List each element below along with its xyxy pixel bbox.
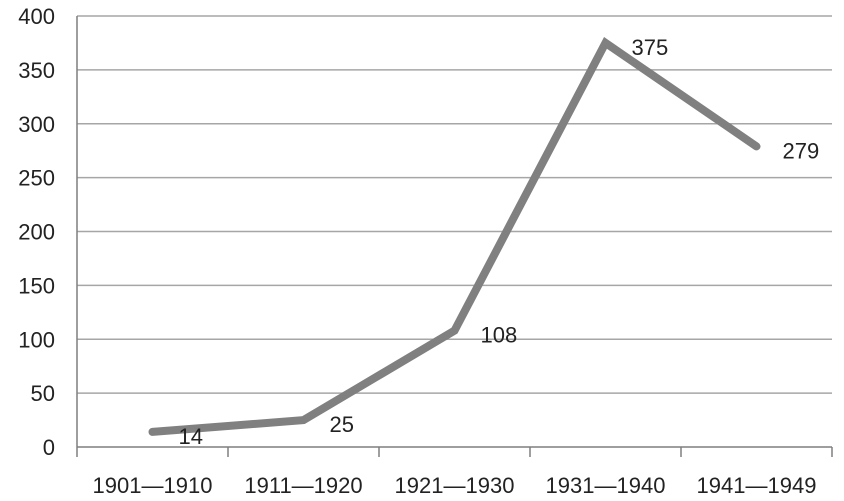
data-label: 14: [179, 424, 203, 449]
data-labels: 14 25 108 375 279: [179, 35, 820, 449]
y-tick-label: 350: [18, 58, 55, 83]
y-tick-label: 400: [18, 4, 55, 29]
y-tick-label: 0: [43, 435, 55, 460]
x-axis-tick-labels: 1901—1910 1911—1920 1921—1930 1931—1940 1941…: [93, 473, 817, 498]
data-label: 375: [632, 35, 669, 60]
series-line: [148, 37, 761, 436]
y-tick-label: 250: [18, 166, 55, 191]
x-tick-label: 1911—1920: [244, 473, 362, 498]
x-tick-label: 1921—1930: [395, 473, 515, 498]
gridlines: [77, 15, 832, 394]
y-tick-label: 100: [18, 327, 55, 352]
x-axis: [76, 16, 833, 457]
y-tick-label: 300: [18, 112, 55, 137]
series-layer: [148, 37, 761, 436]
y-axis-tick-labels: 0 50 100 150 200 250 300 350 400: [18, 4, 55, 460]
y-tick-label: 200: [18, 220, 55, 245]
x-tick-label: 1901—1910: [93, 473, 213, 498]
x-tick-label: 1931—1940: [546, 473, 666, 498]
data-label: 25: [330, 412, 354, 437]
data-label: 108: [481, 323, 518, 348]
x-tick-label: 1941—1949: [697, 473, 817, 498]
y-tick-label: 50: [31, 381, 55, 406]
data-label: 279: [783, 138, 820, 163]
y-tick-label: 150: [18, 273, 55, 298]
